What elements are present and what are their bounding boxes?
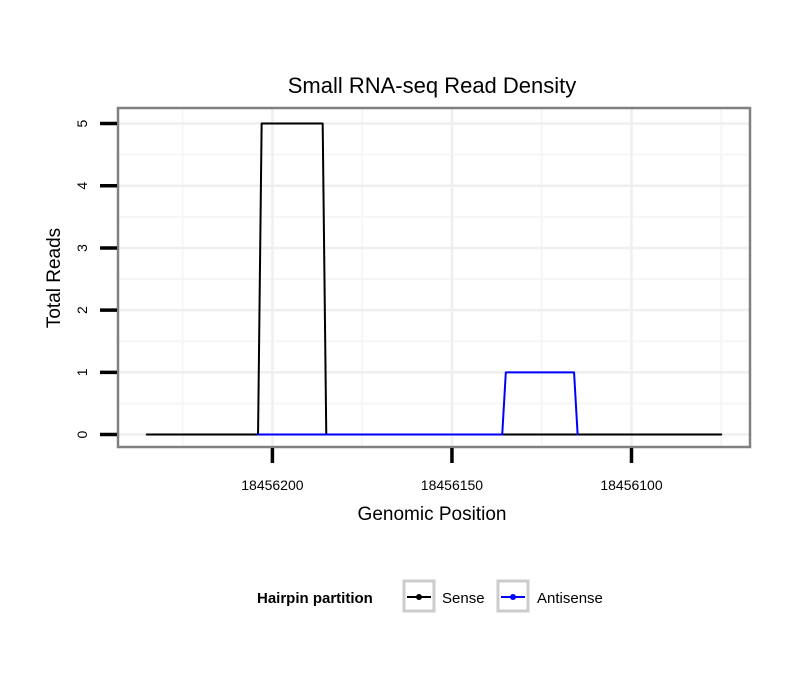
grid-major — [118, 108, 750, 447]
y-tick-label-5: 5 — [74, 119, 90, 127]
y-tick-label-4: 4 — [74, 182, 90, 190]
legend-point-antisense — [510, 594, 516, 600]
y-tick-label-2: 2 — [74, 306, 90, 314]
series-layer — [145, 122, 723, 436]
legend-entry-antisense: Antisense — [496, 579, 603, 613]
y-tick-label-3: 3 — [74, 244, 90, 252]
legend-title: Hairpin partition — [257, 590, 373, 607]
y-tick-label-0: 0 — [74, 430, 90, 438]
x-axis-label: Genomic Position — [358, 504, 507, 525]
x-tick-label-0: 18456200 — [241, 477, 304, 493]
grid-minor — [118, 108, 750, 447]
y-axis-label: Total Reads — [44, 228, 65, 328]
legend-label-antisense: Antisense — [537, 590, 603, 607]
x-axis: 18456200 18456150 18456100 — [241, 448, 663, 493]
x-tick-label-2: 18456100 — [600, 477, 663, 493]
plot-panel — [118, 108, 750, 447]
y-tick-label-1: 1 — [74, 368, 90, 376]
chart-title: Small RNA-seq Read Density — [288, 73, 577, 98]
legend-point-sense — [416, 594, 422, 600]
plot-area — [116, 106, 752, 449]
y-axis: 0 1 2 3 4 5 — [74, 119, 117, 438]
series-line-antisense — [257, 371, 579, 436]
legend: Hairpin partition Sense Antisense — [257, 579, 603, 613]
legend-entry-sense: Sense — [402, 579, 485, 613]
legend-label-sense: Sense — [442, 590, 485, 607]
x-tick-label-1: 18456150 — [421, 477, 484, 493]
plot-border — [116, 106, 752, 449]
